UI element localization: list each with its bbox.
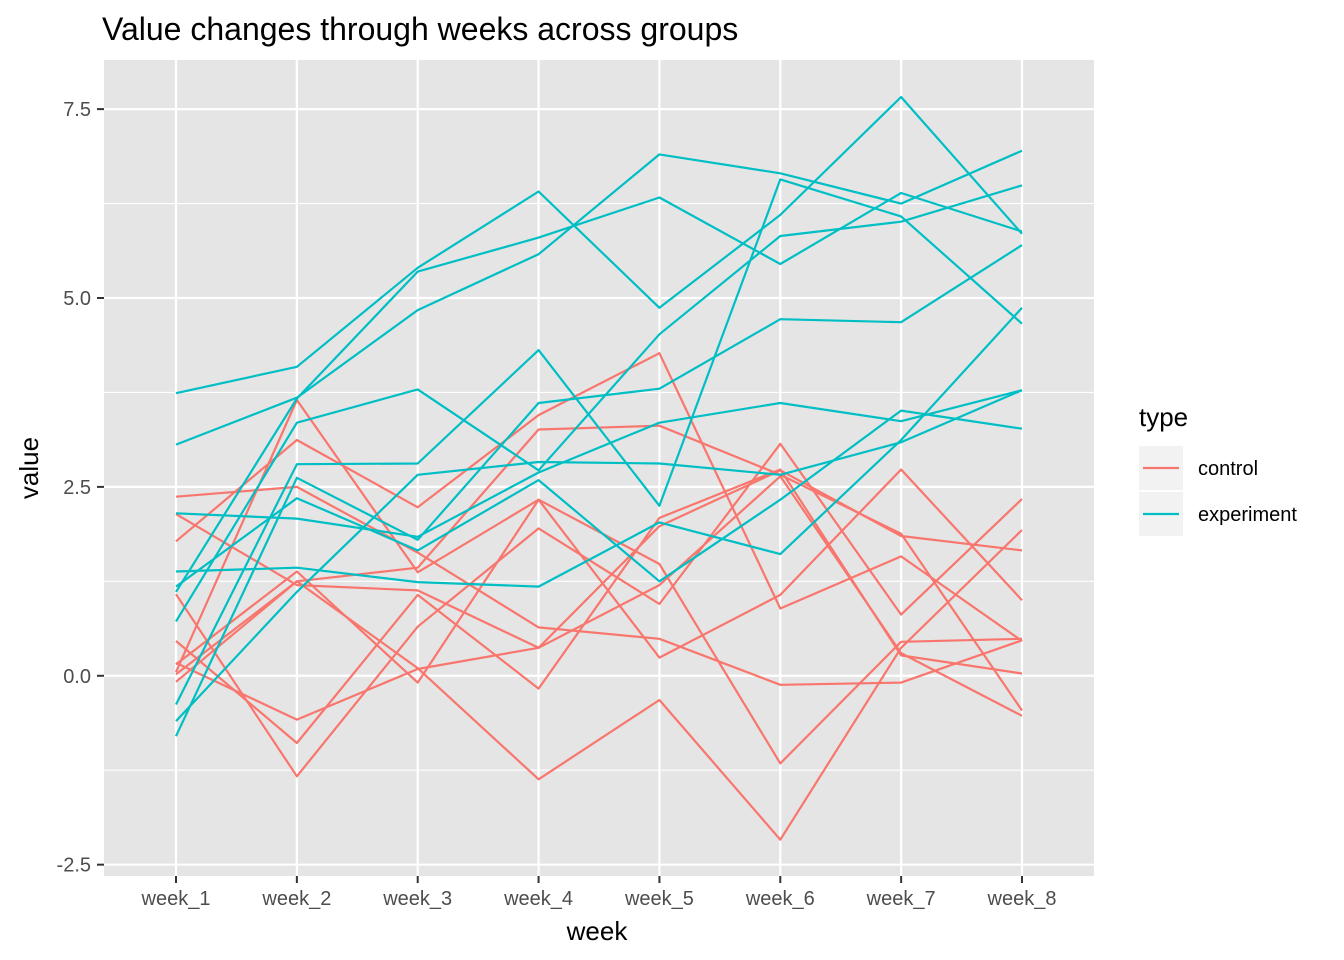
y-tick-label: -2.5 <box>57 855 91 877</box>
series-line-experiment-14 <box>175 191 1023 593</box>
axis-ticks <box>97 108 1023 883</box>
x-tick-label: week_8 <box>987 888 1057 910</box>
series-line-control-1 <box>175 485 1023 686</box>
x-axis-tick-labels: week_1 week_2 week_3 week_4 week_5 week_6 week… <box>141 888 1057 910</box>
series-line-control-8 <box>175 529 1023 841</box>
y-tick-label: 7.5 <box>63 99 91 121</box>
series-line-control-3 <box>175 442 1023 778</box>
x-tick-label: week_2 <box>261 888 331 910</box>
y-tick-label: 0.0 <box>63 666 91 688</box>
x-tick-label: week_5 <box>624 888 694 910</box>
legend: type control experiment <box>1139 402 1297 536</box>
series-line-experiment-11 <box>175 95 1023 395</box>
x-tick-label: week_7 <box>866 888 936 910</box>
y-tick-label: 5.0 <box>63 288 91 310</box>
legend-label-control: control <box>1198 458 1258 480</box>
series-line-experiment-15 <box>175 409 1023 588</box>
series-line-experiment-13 <box>175 389 1023 538</box>
y-axis-title: value <box>14 437 44 499</box>
series-line-control-9 <box>175 468 1023 684</box>
legend-label-experiment: experiment <box>1198 504 1297 526</box>
series-line-experiment-17 <box>175 184 1023 622</box>
grid-lines <box>104 60 1094 876</box>
x-tick-label: week_6 <box>745 888 815 910</box>
x-tick-label: week_4 <box>503 888 573 910</box>
series-line-experiment-12 <box>175 149 1023 446</box>
y-tick-label: 2.5 <box>63 477 91 499</box>
series-line-experiment-18 <box>175 307 1023 588</box>
x-tick-label: week_3 <box>382 888 452 910</box>
series-lines <box>174 95 1023 841</box>
y-axis-tick-labels: -2.5 0.0 2.5 5.0 7.5 <box>57 99 91 877</box>
chart-title: Value changes through weeks across group… <box>102 11 738 47</box>
series-line-control-4 <box>175 352 1023 642</box>
series-line-experiment-19 <box>175 244 1023 737</box>
series-line-experiment-16 <box>175 178 1023 705</box>
series-line-control-6 <box>175 475 1023 721</box>
series-line-experiment-20 <box>175 389 1023 722</box>
x-tick-label: week_1 <box>141 888 211 910</box>
legend-title: type <box>1139 402 1188 432</box>
x-axis-title: week <box>566 916 629 946</box>
